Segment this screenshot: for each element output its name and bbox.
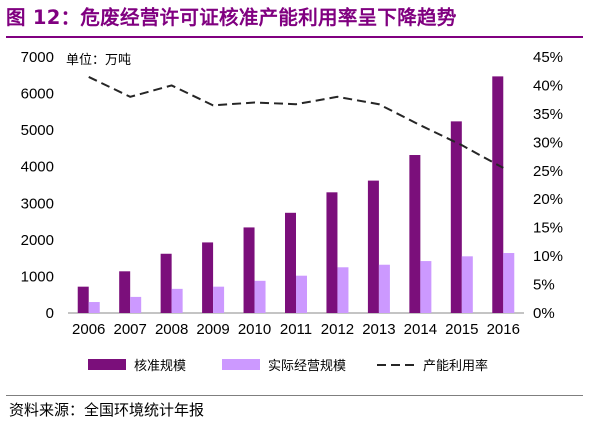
approved-capacity-bar [492, 76, 504, 313]
bars [77, 76, 515, 313]
source-note: 资料来源：全国环境统计年报 [9, 401, 205, 419]
unit-label: 单位：万吨 [66, 53, 131, 68]
y-left-tick-label: 1000 [21, 268, 54, 285]
actual-operation-bar [171, 288, 183, 313]
y-left-tick-label: 3000 [21, 195, 54, 212]
y-right-tick-label: 20% [533, 191, 563, 208]
actual-operation-bar [503, 253, 515, 313]
legend-approved-capacity-label: 核准规模 [134, 359, 186, 374]
y-left-tick-label: 7000 [21, 49, 54, 66]
actual-operation-bar [88, 302, 100, 313]
x-tick-label: 2008 [155, 321, 188, 338]
x-tick-label: 2012 [321, 321, 354, 338]
approved-capacity-bar [119, 271, 131, 313]
actual-operation-bar [378, 264, 390, 313]
utilization-rate-line [88, 76, 504, 169]
approved-capacity-bar [243, 227, 255, 313]
figure-title: 图 12：危废经营许可证核准产能利用率呈下降趋势 [6, 6, 457, 29]
y-right-tick-label: 35% [533, 106, 563, 123]
x-tick-label: 2014 [404, 321, 437, 338]
x-tick-label: 2016 [487, 321, 520, 338]
y-right-tick-label: 40% [533, 77, 563, 94]
approved-capacity-bar [450, 121, 462, 313]
approved-capacity-bar [409, 155, 421, 313]
y-right-tick-label: 10% [533, 248, 563, 265]
actual-operation-bar [337, 267, 349, 313]
y-right-tick-label: 30% [533, 134, 563, 151]
title-divider [6, 36, 583, 38]
chart: 0 1000 2000 3000 4000 5000 6000 7000 0% 5% 10% 15% 2… [21, 49, 563, 374]
approved-capacity-bar [160, 253, 172, 313]
actual-operation-bar [213, 286, 225, 313]
actual-operation-bar [461, 256, 473, 313]
x-tick-label: 2010 [238, 321, 271, 338]
legend-actual-operation-label: 实际经营规模 [268, 359, 346, 374]
x-tick-label: 2006 [72, 321, 105, 338]
actual-operation-bar [130, 296, 142, 313]
legend-utilization-rate-label: 产能利用率 [423, 358, 488, 374]
legend-actual-operation-swatch [222, 359, 260, 370]
approved-capacity-bar [326, 192, 338, 313]
source-divider [6, 395, 583, 396]
legend: 核准规模 实际经营规模 产能利用率 [88, 358, 488, 374]
x-tick-label: 2011 [280, 321, 312, 338]
y-right-tick-label: 5% [533, 277, 555, 294]
actual-operation-bar [296, 275, 307, 313]
legend-approved-capacity-swatch [88, 359, 126, 370]
x-tick-label: 2013 [362, 321, 395, 338]
x-tick-label: 2009 [196, 321, 229, 338]
y-left-tick-label: 4000 [21, 159, 54, 176]
utilization-line [88, 76, 504, 169]
y-left-tick-label: 5000 [21, 122, 54, 139]
y-right-tick-label: 0% [533, 305, 555, 322]
y-right-tick-label: 45% [533, 49, 563, 66]
approved-capacity-bar [285, 212, 296, 313]
actual-operation-bar [254, 280, 266, 313]
y-right-tick-label: 25% [533, 163, 563, 180]
actual-operation-bar [420, 261, 432, 313]
tick-labels: 0 1000 2000 3000 4000 5000 6000 7000 0% 5% 10% 15% 2… [21, 49, 563, 338]
approved-capacity-bar [367, 180, 379, 313]
approved-capacity-bar [202, 242, 214, 313]
x-tick-label: 2015 [445, 321, 478, 338]
y-left-tick-label: 2000 [21, 232, 54, 249]
approved-capacity-bar [77, 286, 89, 313]
y-left-tick-label: 6000 [21, 86, 54, 103]
x-tick-label: 2007 [113, 321, 146, 338]
y-left-tick-label: 0 [46, 305, 54, 322]
y-right-tick-label: 15% [533, 220, 563, 237]
